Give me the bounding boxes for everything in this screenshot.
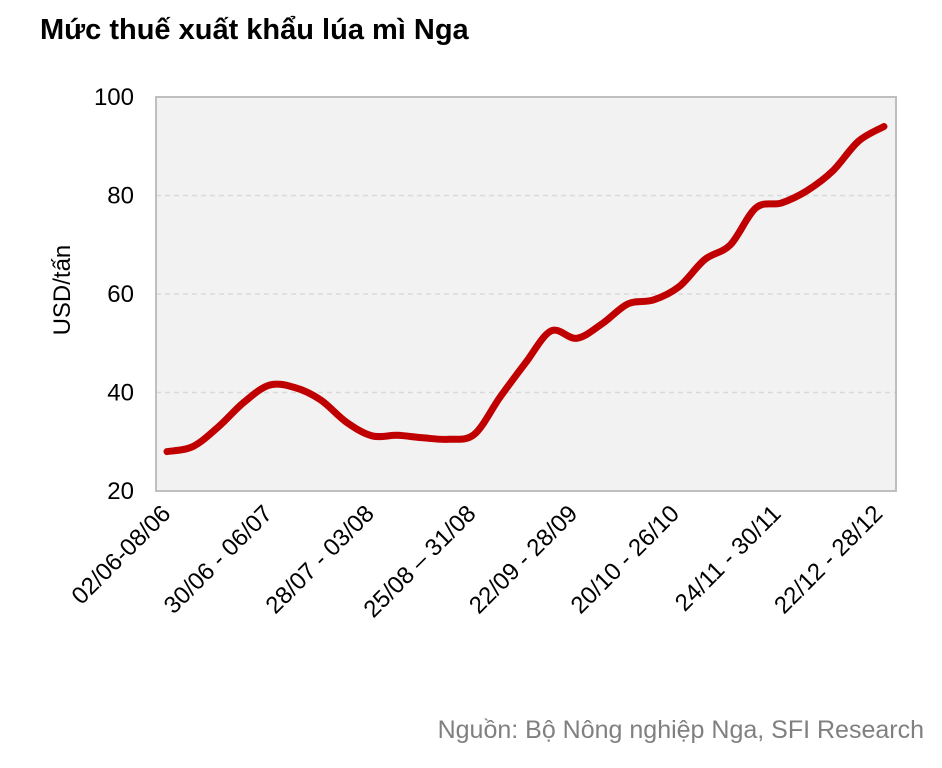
x-tick-label: 02/06-08/06 (67, 500, 177, 610)
y-tick-label: 60 (107, 281, 134, 308)
source-note: Nguồn: Bộ Nông nghiệp Nga, SFI Research (437, 716, 924, 744)
y-axis-title: USD/tấn (49, 245, 76, 336)
y-tick-label: 100 (94, 84, 134, 111)
y-axis-ticks: 20 40 60 80 100 (94, 84, 134, 505)
grid-lines (156, 194, 896, 394)
series-line (163, 123, 888, 456)
x-tick-label: 20/10 - 26/10 (566, 500, 685, 619)
x-tick-label: 22/12 - 28/12 (769, 500, 888, 619)
y-tick-label: 20 (107, 478, 134, 505)
y-tick-label: 40 (107, 380, 134, 407)
y-tick-label: 80 (107, 183, 134, 210)
x-tick-label: 22/09 - 28/09 (464, 500, 583, 619)
chart-title: Mức thuế xuất khẩu lúa mì Nga (40, 14, 469, 46)
plot-border (155, 96, 897, 492)
axes (155, 96, 897, 492)
x-tick-label: 30/06 - 06/07 (159, 500, 278, 619)
